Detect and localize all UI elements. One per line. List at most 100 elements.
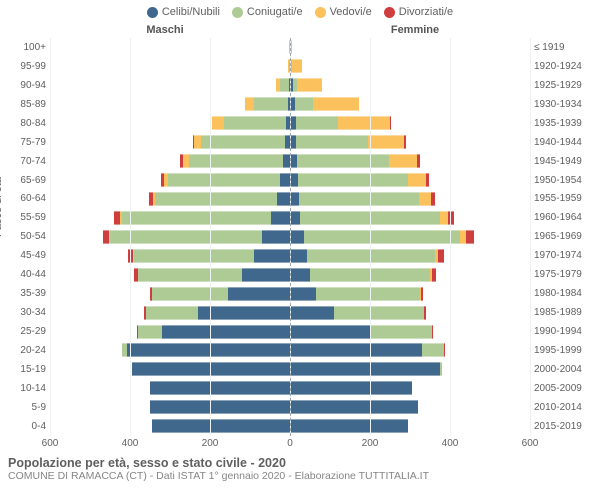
yaxis-birth: ≤ 19191920-19241925-19291930-19341935-19…	[530, 38, 600, 436]
female-half	[290, 135, 530, 149]
chart-footer: Popolazione per età, sesso e stato civil…	[0, 454, 600, 482]
seg-coniugati	[307, 249, 435, 263]
seg-coniugati	[155, 192, 277, 206]
seg-coniugati	[295, 97, 313, 111]
birth-band-label: ≤ 1919	[534, 42, 600, 53]
seg-vedovi	[313, 97, 359, 111]
yaxis-age: 100+95-9990-9485-8980-8475-7970-7465-696…	[0, 38, 50, 436]
legend-label: Coniugati/e	[247, 6, 303, 18]
female-half	[290, 230, 530, 244]
age-band-label: 25-29	[0, 326, 46, 337]
birth-band-label: 1935-1939	[534, 118, 600, 129]
age-band-label: 10-14	[0, 383, 46, 394]
age-band-label: 55-59	[0, 212, 46, 223]
male-half	[50, 154, 290, 168]
seg-celibi	[290, 419, 408, 433]
seg-coniugati	[300, 211, 440, 225]
seg-celibi	[242, 268, 290, 282]
center-line	[290, 38, 291, 436]
birth-band-label: 1975-1979	[534, 269, 600, 280]
age-band-label: 70-74	[0, 156, 46, 167]
female-half	[290, 192, 530, 206]
birth-band-label: 1940-1944	[534, 137, 600, 148]
seg-vedovi	[194, 135, 201, 149]
birth-band-label: 1990-1994	[534, 326, 600, 337]
seg-coniugati	[296, 116, 338, 130]
male-half	[50, 268, 290, 282]
seg-divorziati	[432, 268, 436, 282]
seg-vedovi	[440, 211, 448, 225]
seg-divorziati	[417, 154, 419, 168]
seg-celibi	[132, 362, 290, 376]
seg-coniugati	[134, 249, 254, 263]
female-half	[290, 306, 530, 320]
female-half	[290, 59, 530, 73]
divorziati-swatch	[384, 7, 395, 18]
xtick: 200	[362, 438, 379, 449]
seg-coniugati	[334, 306, 424, 320]
seg-celibi	[280, 173, 290, 187]
age-band-label: 30-34	[0, 307, 46, 318]
seg-vedovi	[212, 116, 224, 130]
seg-coniugati	[296, 135, 368, 149]
xtick: 600	[522, 438, 539, 449]
seg-vedovi	[368, 135, 404, 149]
female-half	[290, 173, 530, 187]
vedovi-swatch	[315, 7, 326, 18]
seg-coniugati	[138, 268, 242, 282]
seg-divorziati	[426, 173, 429, 187]
legend-item-divorziati: Divorziati/e	[384, 6, 453, 18]
seg-celibi	[290, 287, 316, 301]
seg-vedovi	[408, 173, 426, 187]
age-band-label: 50-54	[0, 231, 46, 242]
seg-celibi	[290, 362, 440, 376]
female-half	[290, 343, 530, 357]
male-half	[50, 381, 290, 395]
birth-band-label: 2000-2004	[534, 364, 600, 375]
seg-celibi	[283, 154, 290, 168]
ylabel-left: Fasce di età	[0, 177, 4, 237]
seg-celibi	[150, 381, 290, 395]
seg-celibi	[254, 249, 290, 263]
chart-subtitle: COMUNE DI RAMACCA (CT) - Dati ISTAT 1° g…	[8, 470, 592, 482]
age-band-label: 20-24	[0, 345, 46, 356]
male-half	[50, 419, 290, 433]
male-half	[50, 306, 290, 320]
male-half	[50, 192, 290, 206]
seg-celibi	[290, 192, 299, 206]
age-band-label: 95-99	[0, 61, 46, 72]
male-half	[50, 97, 290, 111]
birth-band-label: 1945-1949	[534, 156, 600, 167]
xtick: 0	[287, 438, 293, 449]
male-half	[50, 135, 290, 149]
female-half	[290, 287, 530, 301]
seg-celibi	[290, 400, 418, 414]
female-half	[290, 362, 530, 376]
male-half	[50, 325, 290, 339]
legend-label: Celibi/Nubili	[162, 6, 220, 18]
male-half	[50, 249, 290, 263]
male-half	[50, 211, 290, 225]
seg-divorziati	[466, 230, 474, 244]
male-half	[50, 230, 290, 244]
age-band-label: 90-94	[0, 80, 46, 91]
age-band-label: 45-49	[0, 250, 46, 261]
birth-band-label: 1965-1969	[534, 231, 600, 242]
seg-vedovi	[292, 59, 302, 73]
seg-celibi	[271, 211, 290, 225]
female-half	[290, 400, 530, 414]
legend-item-coniugati: Coniugati/e	[232, 6, 303, 18]
celibi-swatch	[147, 7, 158, 18]
female-half	[290, 97, 530, 111]
seg-vedovi	[338, 116, 390, 130]
seg-celibi	[290, 211, 300, 225]
seg-celibi	[290, 381, 412, 395]
female-half	[290, 40, 530, 54]
header-male: Maschi	[50, 24, 290, 36]
age-band-label: 75-79	[0, 137, 46, 148]
xtick: 400	[442, 438, 459, 449]
birth-band-label: 1920-1924	[534, 61, 600, 72]
legend-label: Vedovi/e	[330, 6, 372, 18]
seg-celibi	[290, 154, 297, 168]
birth-band-label: 1930-1934	[534, 99, 600, 110]
